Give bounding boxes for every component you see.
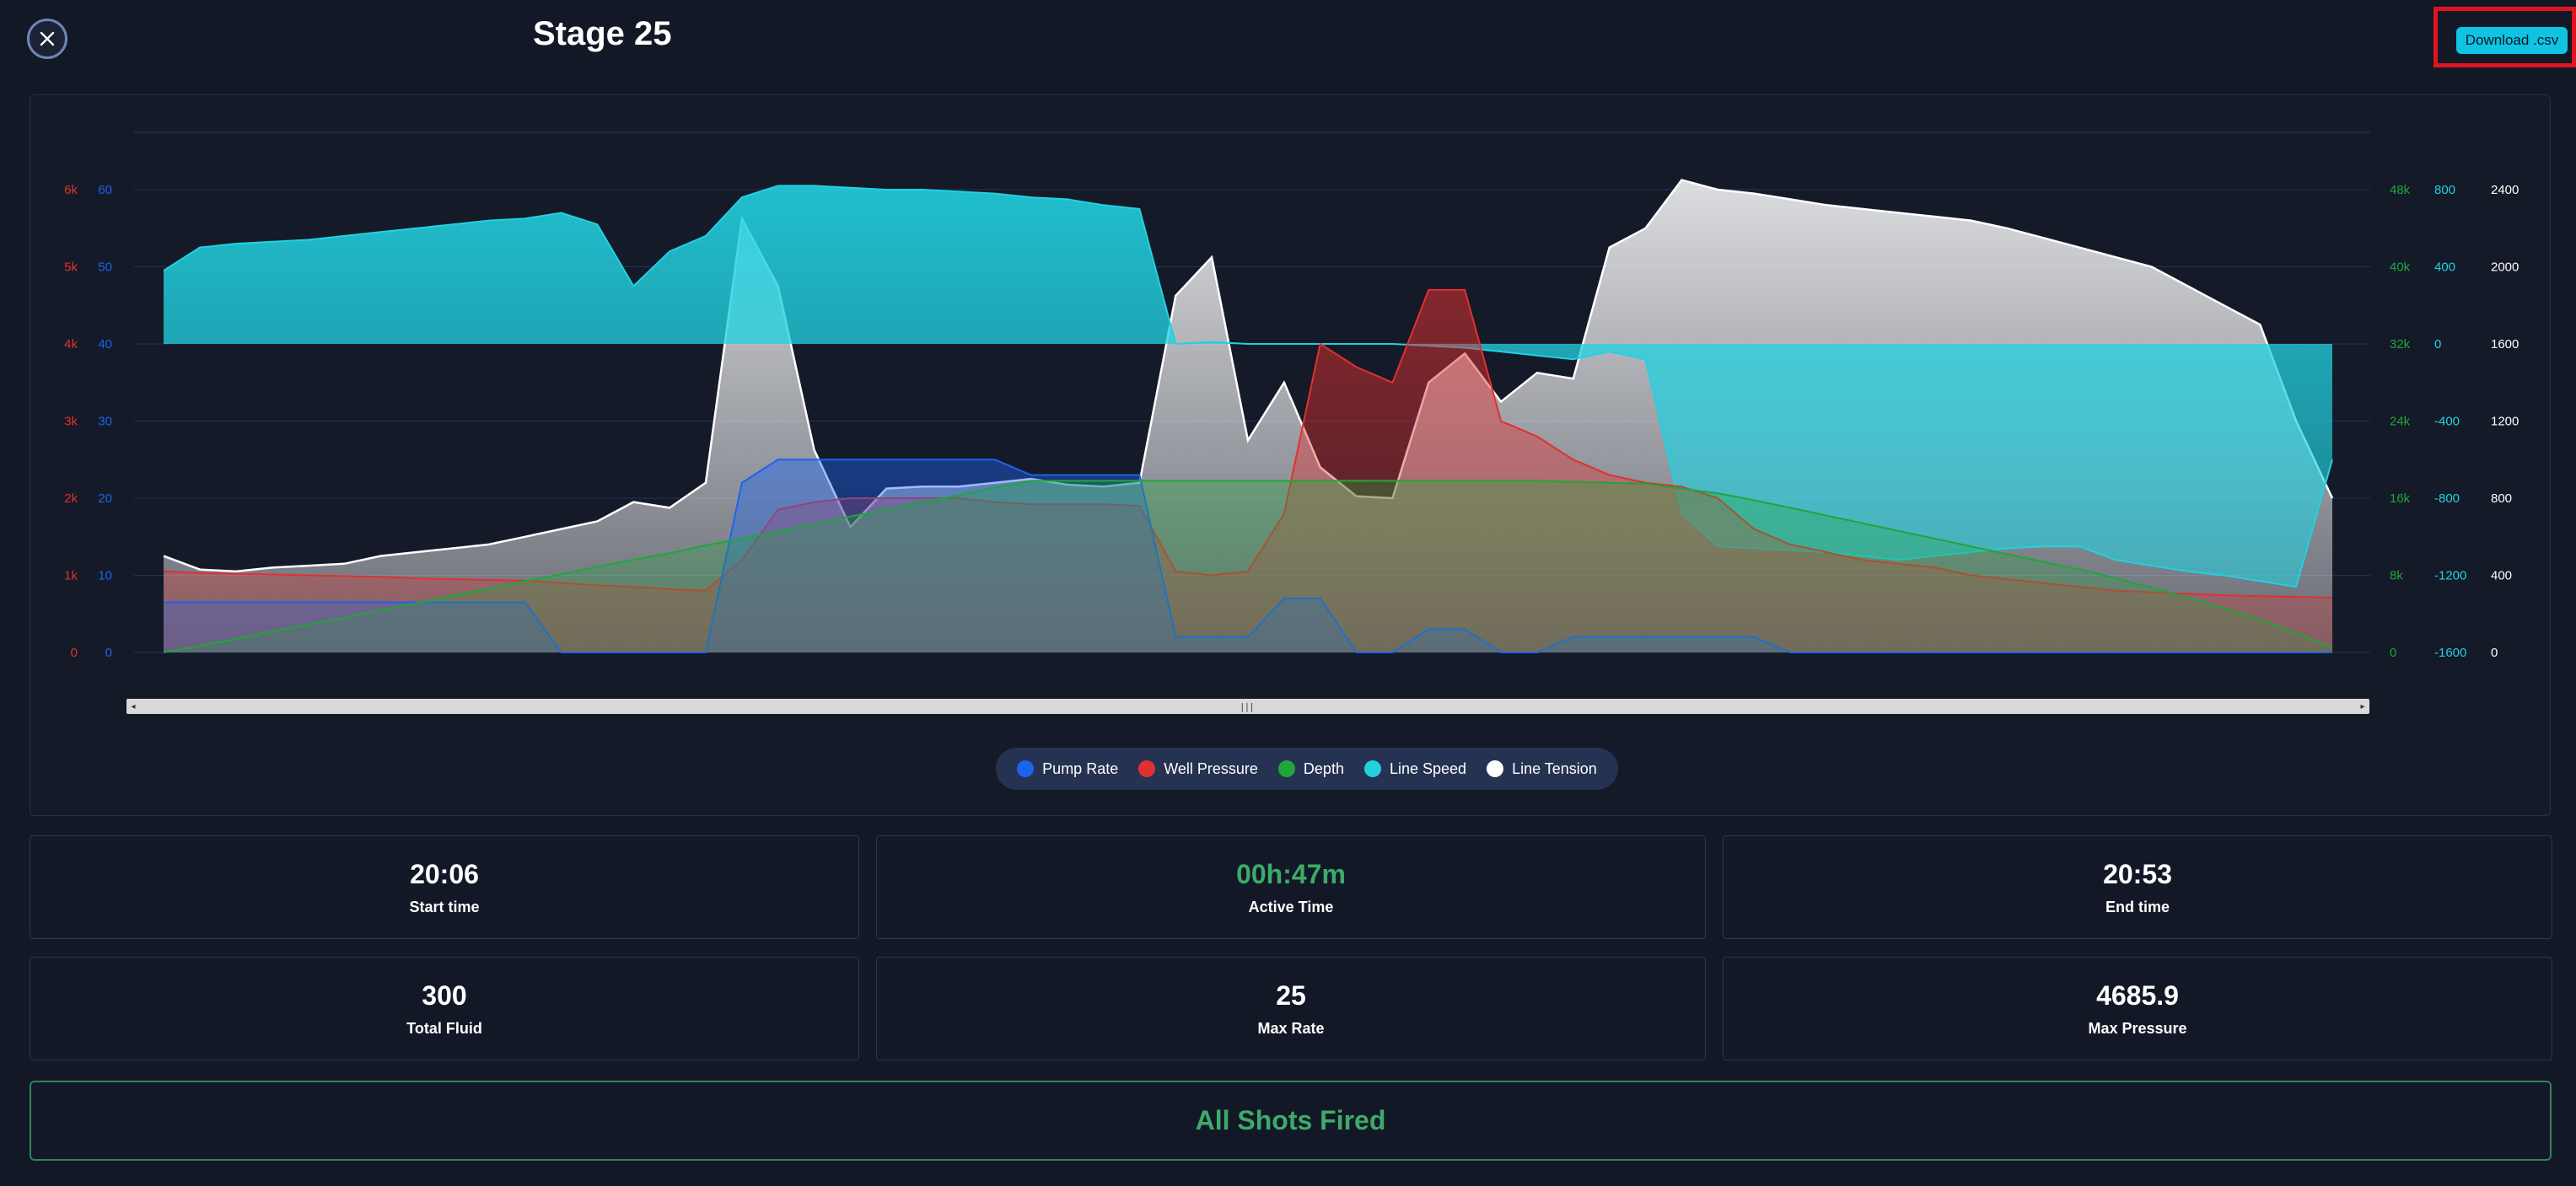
stat-value: 20:53 [2103, 858, 2172, 889]
y-tick-label: 400 [2491, 569, 2512, 583]
y-tick-label: -400 [2434, 415, 2460, 429]
stat-value: 300 [422, 979, 467, 1011]
y-tick-label: 30 [98, 415, 112, 429]
y-tick-label: 1200 [2491, 415, 2519, 429]
stat-card-max-rate: 25 Max Rate [876, 957, 1706, 1060]
stat-value: 4685.9 [2096, 979, 2179, 1011]
status-text: All Shots Fired [1195, 1105, 1386, 1135]
stat-label: Start time [409, 898, 480, 915]
series-area-depth [164, 480, 2332, 652]
chart-panel: 0 1k 2k 3k 4k 5k 6k 0 10 20 30 40 50 60 0 8k 16k 24k 32k 40… [30, 94, 2551, 816]
chart-scrollbar[interactable]: ◂ ||| ▸ [126, 699, 2369, 714]
legend-dot [1138, 760, 1156, 777]
y-tick-label: 10 [98, 569, 112, 583]
y-tick-label: 20 [98, 491, 112, 506]
y-tick-label: 40k [2390, 260, 2411, 275]
legend-label: Line Speed [1389, 759, 1467, 777]
y-tick-label: 0 [2434, 337, 2441, 352]
y-tick-label: 800 [2434, 183, 2455, 197]
stat-label: Active Time [1248, 898, 1334, 915]
y-tick-label: 0 [105, 646, 112, 660]
y-tick-label: -800 [2434, 491, 2460, 506]
stat-label: Max Pressure [2088, 1019, 2187, 1037]
y-tick-label: 40 [98, 337, 112, 352]
close-icon [40, 31, 55, 46]
legend-item-line-tension[interactable]: Line Tension [1487, 760, 1597, 778]
legend-item-well-pressure[interactable]: Well Pressure [1138, 760, 1258, 778]
y-tick-label: 2k [64, 491, 78, 506]
chart-legend: Pump Rate Well Pressure Depth Line Speed Lin… [996, 748, 1618, 790]
y-tick-label: 1600 [2491, 337, 2519, 352]
stat-card-max-pressure: 4685.9 Max Pressure [1723, 957, 2552, 1060]
y-tick-label: 0 [2491, 646, 2498, 660]
y-tick-label: 0 [2390, 646, 2396, 660]
legend-label: Pump Rate [1042, 759, 1119, 777]
y-tick-label: 2400 [2491, 183, 2519, 197]
y-tick-label: -1600 [2434, 646, 2466, 660]
y-tick-label: -1200 [2434, 569, 2466, 583]
y-tick-label: 8k [2390, 569, 2403, 583]
status-banner: All Shots Fired [30, 1081, 2552, 1161]
legend-label: Well Pressure [1164, 759, 1258, 777]
y-tick-label: 32k [2390, 337, 2411, 352]
legend-dot [1017, 760, 1035, 777]
y-tick-label: 4k [64, 337, 78, 352]
download-csv-button[interactable]: Download .csv [2456, 27, 2568, 54]
y-tick-label: 1k [64, 569, 78, 583]
stat-value: 25 [1276, 979, 1306, 1011]
series-area-line-speed [164, 185, 2332, 588]
legend-dot [1487, 760, 1504, 777]
stage-chart: 0 1k 2k 3k 4k 5k 6k 0 10 20 30 40 50 60 0 8k 16k 24k 32k 40… [64, 131, 2519, 660]
legend-item-pump-rate[interactable]: Pump Rate [1017, 760, 1118, 778]
stat-value: 20:06 [410, 858, 479, 889]
y-tick-label: 48k [2390, 183, 2411, 197]
y-tick-label: 2000 [2491, 260, 2519, 275]
stat-label: Max Rate [1257, 1019, 1325, 1037]
legend-item-depth[interactable]: Depth [1277, 759, 1344, 778]
scroll-right-icon[interactable]: ▸ [2360, 701, 2365, 711]
close-button[interactable] [27, 19, 67, 59]
y-tick-label: 5k [64, 260, 78, 275]
stat-card-end-time: 20:53 End time [1723, 835, 2552, 939]
y-tick-label: 60 [98, 183, 112, 197]
legend-dot [1363, 760, 1381, 777]
scroll-grip-icon[interactable]: ||| [1240, 701, 1255, 712]
legend-item-line-speed[interactable]: Line Speed [1363, 759, 1467, 778]
y-tick-label: 3k [64, 415, 78, 429]
series-line-line-tension [163, 179, 2334, 573]
y-tick-label: 400 [2434, 260, 2455, 275]
y-tick-label: 800 [2491, 491, 2512, 506]
legend-label: Line Tension [1512, 759, 1597, 777]
legend-dot [1277, 760, 1295, 777]
series-line-depth [163, 480, 2333, 653]
stat-card-start-time: 20:06 Start time [30, 835, 859, 939]
legend-label: Depth [1303, 759, 1344, 777]
scroll-left-icon[interactable]: ◂ [131, 701, 136, 711]
y-tick-label: 16k [2390, 491, 2411, 506]
y-tick-label: 6k [64, 183, 78, 197]
stat-label: Total Fluid [406, 1019, 482, 1037]
y-tick-label: 0 [71, 646, 78, 660]
stat-label: End time [2105, 898, 2170, 915]
stat-card-active-time: 00h:47m Active Time [876, 835, 1706, 939]
page-title: Stage 25 [533, 15, 672, 52]
y-tick-label: 50 [98, 260, 112, 275]
y-tick-label: 24k [2390, 415, 2411, 429]
stat-value: 00h:47m [1236, 858, 1346, 889]
stat-card-total-fluid: 300 Total Fluid [30, 957, 859, 1060]
download-highlight: Download .csv [2433, 7, 2576, 67]
